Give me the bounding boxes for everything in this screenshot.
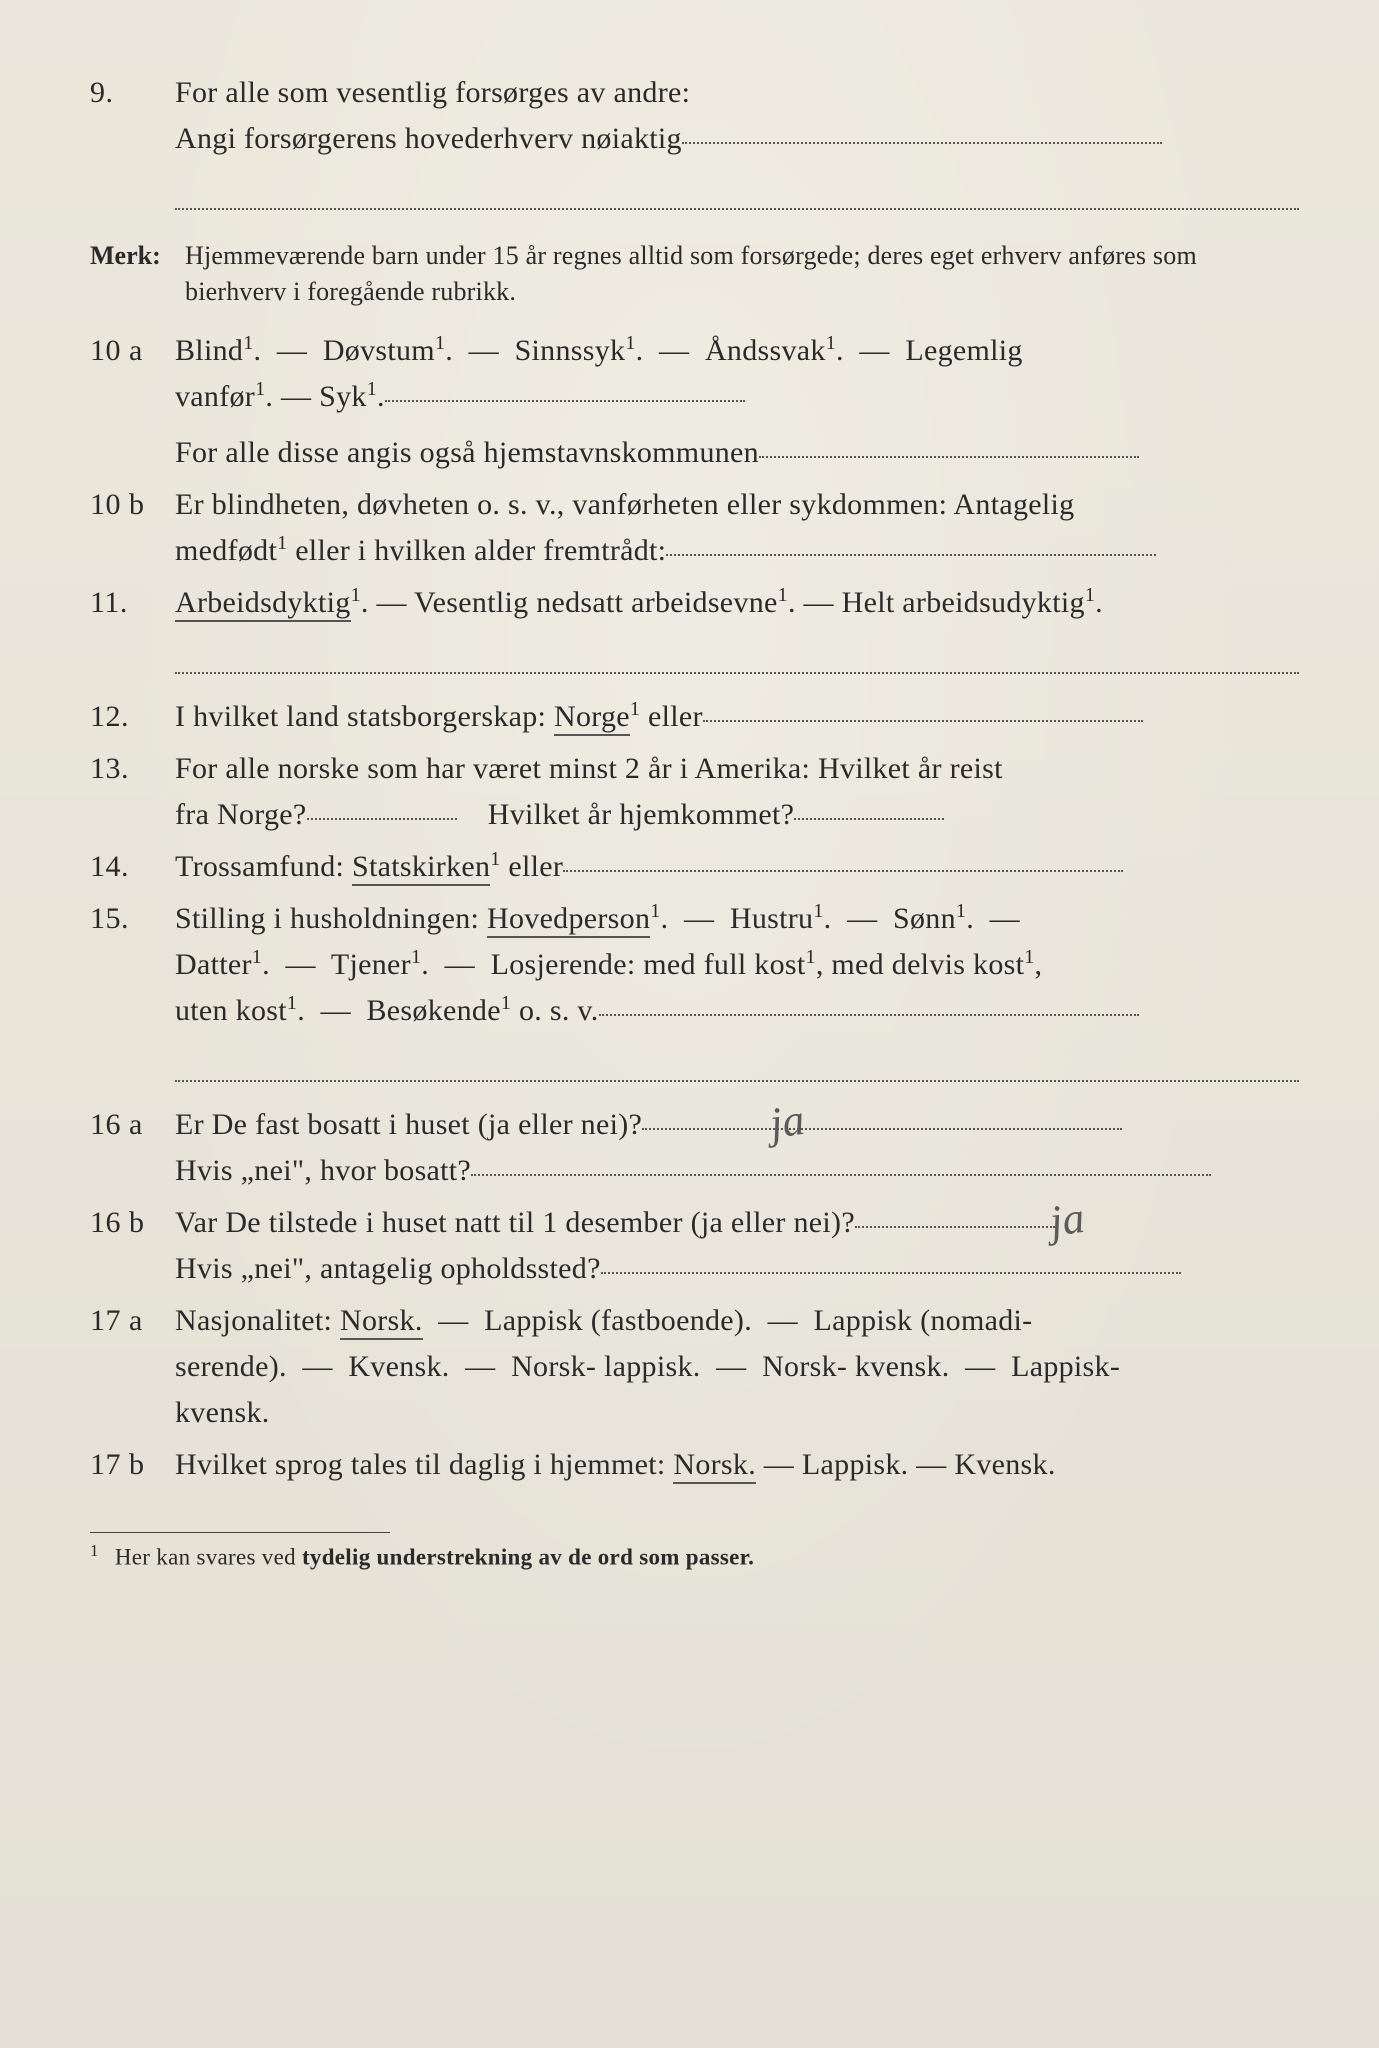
fill-line	[682, 142, 1162, 144]
fill-line	[703, 720, 1143, 722]
question-17a: 17 a Nasjonalitet: Norsk. — Lappisk (fas…	[90, 1298, 1299, 1436]
q15-opt1: Hovedperson	[487, 902, 650, 938]
q9-content: For alle som vesentlig forsørges av andr…	[175, 70, 1299, 216]
q9-line1: For alle som vesentlig forsørges av andr…	[175, 70, 1299, 116]
q10a-line3: For alle disse angis også hjemstavnskomm…	[175, 430, 1299, 476]
fill-line-full	[175, 162, 1299, 210]
q11-opt1: Arbeidsdyktig	[175, 586, 351, 622]
q16a-line1: Er De fast bosatt i huset (ja eller nei)…	[175, 1102, 1299, 1148]
q17a-number: 17 a	[90, 1298, 175, 1344]
q14-opt: Statskirken	[352, 850, 490, 886]
q16a-line2: Hvis „nei", hvor bosatt?	[175, 1148, 1299, 1194]
q15-line3: uten kost1. — Besøkende1 o. s. v.	[175, 988, 1299, 1034]
q17b-opt1: Norsk.	[673, 1448, 756, 1484]
q12-number: 12.	[90, 694, 175, 740]
q11-line1: Arbeidsdyktig1. — Vesentlig nedsatt arbe…	[175, 580, 1299, 626]
q17a-opt1: Norsk.	[340, 1304, 423, 1340]
fill-line	[794, 818, 944, 820]
question-13: 13. For alle norske som har været minst …	[90, 746, 1299, 838]
q17b-content: Hvilket sprog tales til daglig i hjemmet…	[175, 1442, 1299, 1488]
q14-content: Trossamfund: Statskirken1 eller	[175, 844, 1299, 890]
q13-number: 13.	[90, 746, 175, 792]
fill-line	[385, 400, 745, 402]
question-15: 15. Stilling i husholdningen: Hovedperso…	[90, 896, 1299, 1088]
q13-content: For alle norske som har været minst 2 år…	[175, 746, 1299, 838]
q13-line2: fra Norge? Hvilket år hjemkommet?	[175, 792, 1299, 838]
merk-label: Merk:	[90, 238, 185, 274]
q15-number: 15.	[90, 896, 175, 942]
q10b-number: 10 b	[90, 482, 175, 528]
fill-line	[471, 1174, 1211, 1176]
q9-line2: Angi forsørgerens hovederhverv nøiaktig	[175, 116, 1299, 162]
q17a-line2: serende). — Kvensk. — Norsk- lappisk. — …	[175, 1344, 1299, 1390]
q17a-line1: Nasjonalitet: Norsk. — Lappisk (fastboen…	[175, 1298, 1299, 1344]
q15-content: Stilling i husholdningen: Hovedperson1. …	[175, 896, 1299, 1088]
fill-line	[666, 554, 1156, 556]
q9-number: 9.	[90, 70, 175, 116]
question-16b: 16 b Var De tilstede i huset natt til 1 …	[90, 1200, 1299, 1292]
q14-number: 14.	[90, 844, 175, 890]
q15-line2: Datter1. — Tjener1. — Losjerende: med fu…	[175, 942, 1299, 988]
fill-line-full	[175, 1034, 1299, 1082]
question-10a: 10 a Blind1. — Døvstum1. — Sinnssyk1. — …	[90, 328, 1299, 476]
q12-opt: Norge	[554, 700, 630, 736]
q10a-number: 10 a	[90, 328, 175, 374]
question-17b: 17 b Hvilket sprog tales til daglig i hj…	[90, 1442, 1299, 1488]
question-9: 9. For alle som vesentlig forsørges av a…	[90, 70, 1299, 216]
fill-line-full	[175, 626, 1299, 674]
fill-line	[855, 1226, 1055, 1228]
question-10b: 10 b Er blindheten, døvheten o. s. v., v…	[90, 482, 1299, 574]
footnote: 1 Her kan svares ved tydelig understrekn…	[90, 1541, 1299, 1571]
q10b-line2: medfødt1 eller i hvilken alder fremtrådt…	[175, 528, 1299, 574]
fill-line	[307, 818, 457, 820]
q17a-content: Nasjonalitet: Norsk. — Lappisk (fastboen…	[175, 1298, 1299, 1436]
fill-line	[599, 1014, 1139, 1016]
q10a-line1: Blind1. — Døvstum1. — Sinnssyk1. — Åndss…	[175, 328, 1299, 374]
footnote-rule	[90, 1532, 390, 1533]
merk-text: Hjemmeværende barn under 15 år regnes al…	[185, 238, 1299, 310]
q13-line1: For alle norske som har været minst 2 år…	[175, 746, 1299, 792]
q17a-line3: kvensk.	[175, 1390, 1299, 1436]
q16b-content: Var De tilstede i huset natt til 1 desem…	[175, 1200, 1299, 1292]
fill-line	[601, 1272, 1181, 1274]
question-16a: 16 a Er De fast bosatt i huset (ja eller…	[90, 1102, 1299, 1194]
footnote-num: 1	[90, 1541, 99, 1560]
document-page: 9. For alle som vesentlig forsørges av a…	[0, 0, 1379, 2048]
q16a-number: 16 a	[90, 1102, 175, 1148]
fill-line	[759, 456, 1139, 458]
q16b-line1: Var De tilstede i huset natt til 1 desem…	[175, 1200, 1299, 1246]
q10b-content: Er blindheten, døvheten o. s. v., vanfør…	[175, 482, 1299, 574]
q11-content: Arbeidsdyktig1. — Vesentlig nedsatt arbe…	[175, 580, 1299, 680]
q10a-content: Blind1. — Døvstum1. — Sinnssyk1. — Åndss…	[175, 328, 1299, 476]
q10b-line1: Er blindheten, døvheten o. s. v., vanfør…	[175, 482, 1299, 528]
q11-number: 11.	[90, 580, 175, 626]
fill-line	[563, 870, 1123, 872]
q17b-number: 17 b	[90, 1442, 175, 1488]
q10a-line2: vanfør1. — Syk1.	[175, 374, 1299, 420]
note-merk: Merk: Hjemmeværende barn under 15 år reg…	[90, 238, 1299, 310]
q16b-number: 16 b	[90, 1200, 175, 1246]
q15-line1: Stilling i husholdningen: Hovedperson1. …	[175, 896, 1299, 942]
q16a-content: Er De fast bosatt i huset (ja eller nei)…	[175, 1102, 1299, 1194]
question-12: 12. I hvilket land statsborgerskap: Norg…	[90, 694, 1299, 740]
fill-line	[642, 1128, 1122, 1130]
q16b-line2: Hvis „nei", antagelig opholdssted?	[175, 1246, 1299, 1292]
q12-content: I hvilket land statsborgerskap: Norge1 e…	[175, 694, 1299, 740]
question-14: 14. Trossamfund: Statskirken1 eller	[90, 844, 1299, 890]
question-11: 11. Arbeidsdyktig1. — Vesentlig nedsatt …	[90, 580, 1299, 680]
footnote-bold: tydelig understrekning av de ord som pas…	[302, 1545, 754, 1570]
